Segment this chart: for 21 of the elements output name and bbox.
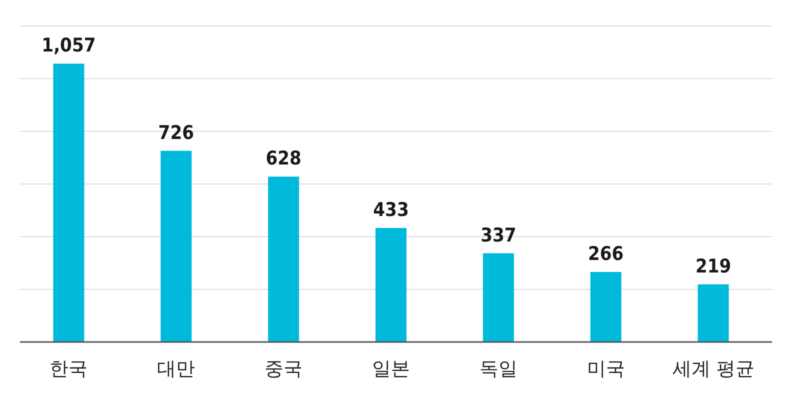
x-tick-label: 일본 (372, 358, 410, 380)
x-tick-label: 대만 (157, 358, 196, 380)
data-label: 219 (695, 255, 732, 278)
bar (482, 253, 514, 342)
x-tick-label: 미국 (586, 358, 625, 380)
data-label: 1,057 (42, 34, 96, 57)
data-label: 726 (158, 122, 194, 144)
x-tick-label: 한국 (50, 358, 88, 380)
x-tick-label: 독일 (479, 358, 518, 380)
x-tick-label: 세계 평균 (672, 358, 754, 380)
data-label: 628 (266, 148, 302, 170)
bar (590, 272, 622, 342)
bar (268, 176, 300, 342)
data-label: 266 (588, 242, 624, 265)
bar (376, 228, 406, 342)
bar (53, 64, 84, 342)
bar (160, 150, 192, 342)
data-label: 433 (373, 198, 409, 221)
x-tick-label: 중국 (264, 358, 303, 380)
bar (698, 284, 729, 342)
data-label: 337 (480, 224, 516, 246)
